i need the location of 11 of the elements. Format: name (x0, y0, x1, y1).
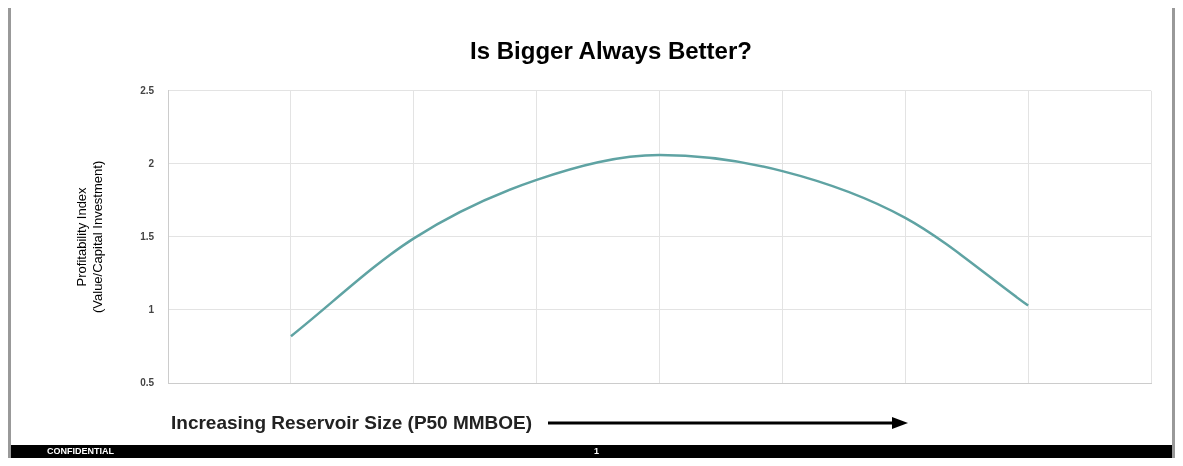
text: 1 (594, 446, 600, 456)
y-tick-label: 0.5 (140, 376, 155, 388)
line-series (289, 153, 1030, 338)
y-tick-label: 1.5 (140, 230, 155, 242)
y-axis-title: Profitability Index (Value/Capital Investment) (74, 160, 105, 314)
y-tick-label: 2.5 (140, 84, 155, 96)
y-tick-label: 1 (148, 303, 155, 315)
y-tick-label: 2 (148, 157, 155, 169)
x-axis-title: Increasing Reservoir Size (P50 MMBOE) (171, 412, 533, 434)
text: CONFIDENTIAL (47, 446, 114, 456)
chart-title: Is Bigger Always Better? (470, 37, 752, 65)
